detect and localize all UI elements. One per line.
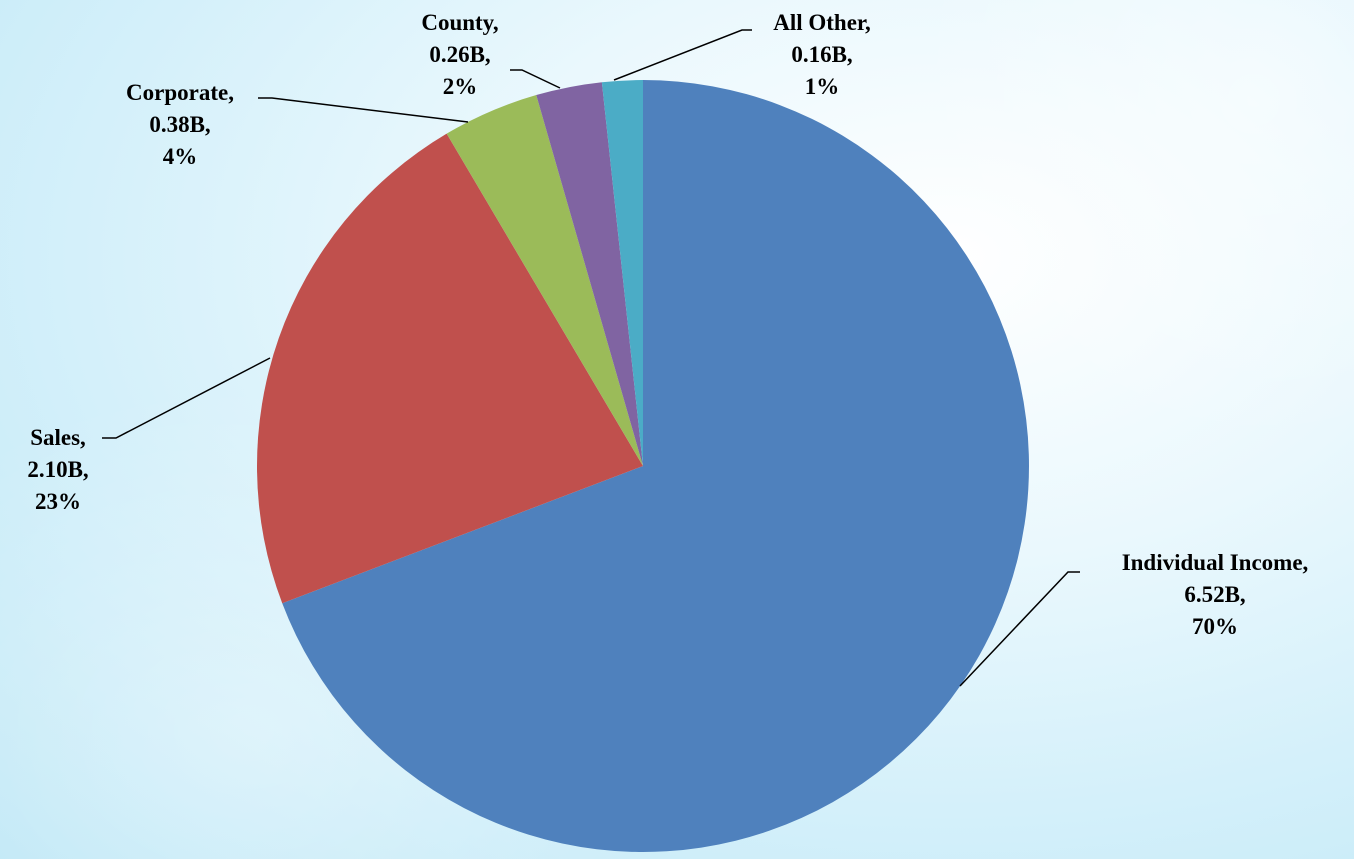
label-percent: 70% <box>1192 614 1238 639</box>
leader-line-corporate <box>258 97 469 123</box>
label-name: Individual Income, <box>1122 550 1309 575</box>
label-value: 0.16B, <box>791 42 852 67</box>
label-percent: 2% <box>443 74 478 99</box>
leader-line-individual-income <box>959 571 1080 687</box>
leader-line-all-other <box>613 29 752 81</box>
pie-slice-all-other <box>601 80 643 466</box>
label-value: 2.10B, <box>27 457 88 482</box>
label-name: Corporate, <box>126 80 234 105</box>
label-value: 6.52B, <box>1184 582 1245 607</box>
pie-slice-individual-income <box>282 80 1029 852</box>
pie-slice-county <box>536 82 643 466</box>
data-label-sales: Sales, 2.10B, 23% <box>27 425 88 514</box>
label-value: 0.26B, <box>429 42 490 67</box>
pie-slice-corporate <box>446 95 643 467</box>
label-name: County, <box>421 10 498 35</box>
label-value: 0.38B, <box>149 112 210 137</box>
label-percent: 1% <box>805 74 840 99</box>
pie-slice-sales <box>256 133 643 604</box>
leader-line-county <box>510 69 561 89</box>
leader-line-sales <box>102 357 271 439</box>
label-percent: 4% <box>163 144 198 169</box>
data-label-corporate: Corporate, 0.38B, 4% <box>126 80 234 169</box>
data-label-county: County, 0.26B, 2% <box>421 10 498 99</box>
leader-lines <box>102 29 1080 687</box>
data-label-all-other: All Other, 0.16B, 1% <box>773 10 871 99</box>
label-percent: 23% <box>35 489 81 514</box>
data-label-individual-income: Individual Income, 6.52B, 70% <box>1122 550 1309 639</box>
label-name: Sales, <box>30 425 86 450</box>
label-name: All Other, <box>773 10 871 35</box>
pie-slices <box>256 80 1029 852</box>
data-labels: Individual Income, 6.52B, 70% Sales, 2.10B, 2… <box>27 10 1308 639</box>
